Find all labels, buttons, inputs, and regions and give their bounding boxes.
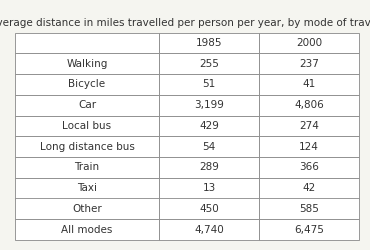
Text: 124: 124: [299, 142, 319, 152]
Text: 3,199: 3,199: [194, 100, 224, 110]
FancyBboxPatch shape: [259, 74, 359, 95]
FancyBboxPatch shape: [15, 74, 159, 95]
FancyBboxPatch shape: [159, 157, 259, 178]
FancyBboxPatch shape: [259, 198, 359, 219]
Text: 1985: 1985: [196, 38, 222, 48]
Text: 6,475: 6,475: [294, 224, 324, 234]
Text: Average distance in miles travelled per person per year, by mode of travel: Average distance in miles travelled per …: [0, 18, 370, 28]
Text: Train: Train: [74, 162, 100, 172]
Text: Walking: Walking: [66, 58, 108, 68]
Text: Taxi: Taxi: [77, 183, 97, 193]
FancyBboxPatch shape: [15, 32, 159, 53]
Text: 2000: 2000: [296, 38, 322, 48]
Text: Long distance bus: Long distance bus: [40, 142, 135, 152]
FancyBboxPatch shape: [259, 116, 359, 136]
Text: 237: 237: [299, 58, 319, 68]
FancyBboxPatch shape: [159, 116, 259, 136]
FancyBboxPatch shape: [15, 198, 159, 219]
FancyBboxPatch shape: [159, 219, 259, 240]
FancyBboxPatch shape: [259, 53, 359, 74]
FancyBboxPatch shape: [259, 95, 359, 116]
FancyBboxPatch shape: [15, 219, 159, 240]
FancyBboxPatch shape: [259, 136, 359, 157]
Text: 41: 41: [302, 80, 316, 90]
Text: 255: 255: [199, 58, 219, 68]
FancyBboxPatch shape: [259, 157, 359, 178]
Text: Local bus: Local bus: [63, 121, 112, 131]
Text: 13: 13: [203, 183, 216, 193]
FancyBboxPatch shape: [159, 74, 259, 95]
FancyBboxPatch shape: [159, 95, 259, 116]
FancyBboxPatch shape: [159, 136, 259, 157]
FancyBboxPatch shape: [15, 157, 159, 178]
FancyBboxPatch shape: [259, 178, 359, 199]
Text: 42: 42: [302, 183, 316, 193]
Text: 289: 289: [199, 162, 219, 172]
FancyBboxPatch shape: [259, 219, 359, 240]
FancyBboxPatch shape: [159, 32, 259, 53]
FancyBboxPatch shape: [259, 32, 359, 53]
FancyBboxPatch shape: [159, 178, 259, 199]
FancyBboxPatch shape: [15, 53, 159, 74]
Text: Other: Other: [72, 204, 102, 214]
Text: 274: 274: [299, 121, 319, 131]
Text: 54: 54: [203, 142, 216, 152]
FancyBboxPatch shape: [159, 198, 259, 219]
Text: Car: Car: [78, 100, 96, 110]
Text: 4,806: 4,806: [294, 100, 324, 110]
FancyBboxPatch shape: [15, 116, 159, 136]
FancyBboxPatch shape: [15, 178, 159, 199]
FancyBboxPatch shape: [15, 136, 159, 157]
Text: Bicycle: Bicycle: [68, 80, 105, 90]
Text: 450: 450: [199, 204, 219, 214]
FancyBboxPatch shape: [15, 95, 159, 116]
FancyBboxPatch shape: [159, 53, 259, 74]
Text: 51: 51: [203, 80, 216, 90]
Text: All modes: All modes: [61, 224, 113, 234]
Text: 429: 429: [199, 121, 219, 131]
Text: 4,740: 4,740: [194, 224, 224, 234]
Text: 585: 585: [299, 204, 319, 214]
Text: 366: 366: [299, 162, 319, 172]
